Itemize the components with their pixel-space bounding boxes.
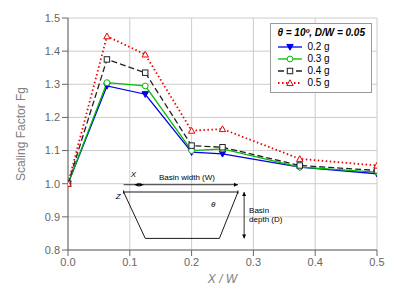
svg-text:0.3: 0.3 <box>246 256 261 268</box>
svg-text:Z: Z <box>115 192 122 201</box>
svg-text:1.5: 1.5 <box>45 12 60 24</box>
svg-text:1.2: 1.2 <box>45 111 60 123</box>
svg-text:Basin width (W): Basin width (W) <box>159 173 215 182</box>
html-text:0.5 g: 0.5 g <box>307 77 330 88</box>
svg-text:0.4: 0.4 <box>308 256 323 268</box>
svg-text:θ: θ <box>211 200 216 209</box>
html-text:0.4 g: 0.4 g <box>307 65 330 76</box>
svg-text:X / W: X / W <box>207 272 239 286</box>
svg-text:0.8: 0.8 <box>45 244 60 256</box>
svg-text:0.9: 0.9 <box>45 211 60 223</box>
svg-text:X: X <box>130 170 137 179</box>
svg-text:0.2: 0.2 <box>184 256 199 268</box>
svg-text:Scaling Factor Fg: Scaling Factor Fg <box>14 87 28 181</box>
html-text:0.2 g: 0.2 g <box>307 41 330 52</box>
html-text:θ = 10º, D/W = 0.05: θ = 10º, D/W = 0.05 <box>277 27 365 38</box>
svg-text:0.1: 0.1 <box>122 256 137 268</box>
svg-text:1.3: 1.3 <box>45 78 60 90</box>
svg-text:1.0: 1.0 <box>45 178 60 190</box>
html-text:0.3 g: 0.3 g <box>307 53 330 64</box>
svg-text:1.4: 1.4 <box>45 45 60 57</box>
svg-text:Basindepth (D): Basindepth (D) <box>249 206 283 224</box>
svg-text:1.1: 1.1 <box>45 144 60 156</box>
svg-text:0.0: 0.0 <box>60 256 75 268</box>
svg-text:0.5: 0.5 <box>369 256 384 268</box>
